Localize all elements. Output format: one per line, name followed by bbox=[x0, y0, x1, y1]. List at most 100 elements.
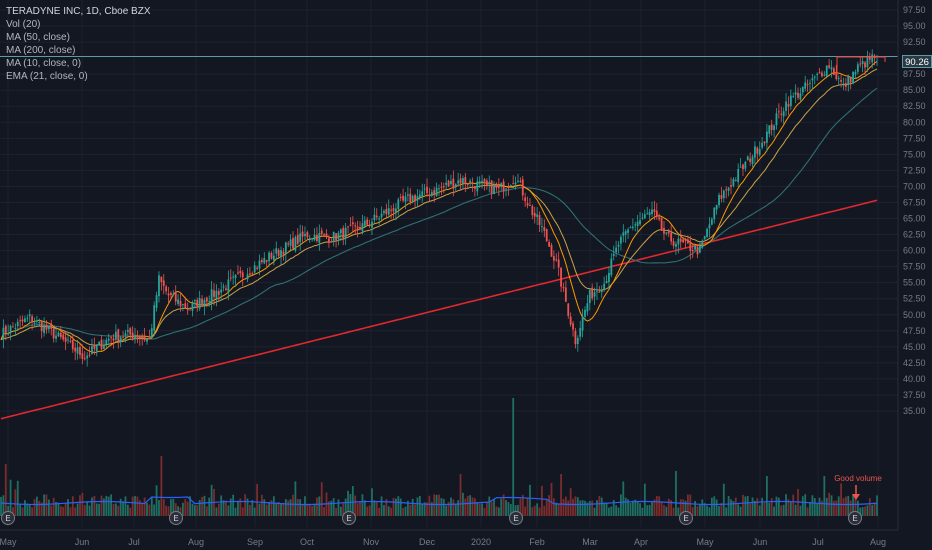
volume-bar bbox=[306, 504, 309, 516]
candle-body bbox=[19, 320, 22, 322]
volume-bar bbox=[469, 495, 472, 516]
price-tick-label: 45.00 bbox=[903, 342, 926, 352]
legend-ma200[interactable]: MA (200, close) bbox=[6, 45, 76, 56]
volume-bar bbox=[435, 494, 438, 516]
candle-body bbox=[648, 212, 651, 216]
candle-body bbox=[414, 195, 416, 202]
volume-bar bbox=[481, 503, 483, 516]
candle-body bbox=[696, 246, 699, 255]
volume-bar bbox=[406, 500, 409, 516]
legend-ma50[interactable]: MA (50, close) bbox=[6, 32, 70, 43]
candle-body bbox=[229, 277, 232, 279]
volume-bar bbox=[859, 507, 862, 516]
volume-bar bbox=[689, 494, 692, 516]
candle-body bbox=[237, 272, 239, 274]
candle-body bbox=[385, 209, 388, 215]
volume-bar bbox=[217, 503, 220, 516]
legend-ema21[interactable]: EMA (21, close, 0) bbox=[6, 71, 88, 82]
candle-body bbox=[495, 183, 498, 188]
candle-body bbox=[505, 188, 507, 190]
candle-body bbox=[591, 287, 594, 299]
volume-bar bbox=[833, 500, 835, 516]
candle-body bbox=[7, 333, 10, 335]
volume-bar bbox=[457, 500, 460, 516]
candle-body bbox=[816, 73, 819, 75]
price-tick-label: 87.50 bbox=[903, 69, 926, 79]
volume-bar bbox=[375, 501, 378, 516]
volume-bar bbox=[646, 505, 649, 516]
candle-body bbox=[687, 239, 689, 244]
candle-body bbox=[397, 199, 400, 210]
volume-bar bbox=[641, 507, 644, 516]
volume-bar bbox=[526, 498, 529, 516]
volume-bar bbox=[564, 496, 567, 516]
volume-bar bbox=[713, 496, 716, 516]
price-tick-label: 72.50 bbox=[903, 165, 926, 175]
volume-bar bbox=[244, 494, 247, 516]
time-tick-label: Feb bbox=[529, 537, 545, 547]
candle-body bbox=[548, 242, 550, 247]
candle-body bbox=[639, 220, 641, 225]
candle-body bbox=[215, 290, 218, 299]
candle-body bbox=[366, 219, 369, 225]
candle-body bbox=[335, 233, 337, 241]
candle-body bbox=[567, 303, 570, 316]
volume-bar bbox=[562, 499, 565, 516]
volume-bar bbox=[519, 498, 522, 516]
candle-body bbox=[31, 316, 34, 323]
volume-bar bbox=[67, 499, 69, 516]
candle-body bbox=[703, 236, 706, 240]
volume-bar bbox=[785, 494, 787, 516]
candle-body bbox=[260, 260, 263, 262]
candle-body bbox=[141, 335, 144, 339]
volume-bar bbox=[809, 502, 811, 516]
candle-body bbox=[330, 241, 333, 243]
volume-bar bbox=[141, 502, 144, 516]
volume-bar bbox=[675, 471, 677, 516]
legend-volume[interactable]: Vol (20) bbox=[6, 19, 41, 30]
candle-body bbox=[399, 196, 402, 198]
candle-body bbox=[12, 326, 14, 328]
legend-ma10[interactable]: MA (10, close, 0) bbox=[6, 58, 82, 69]
volume-ma-line bbox=[0, 496, 878, 506]
volume-bar bbox=[756, 498, 759, 516]
volume-bar bbox=[445, 505, 448, 516]
candle-body bbox=[588, 289, 591, 304]
candle-body bbox=[519, 181, 522, 183]
volume-bar bbox=[392, 497, 395, 516]
candle-body bbox=[758, 148, 761, 156]
volume-bar bbox=[507, 502, 510, 516]
candle-body bbox=[299, 233, 302, 242]
volume-bar bbox=[220, 495, 223, 516]
candle-body bbox=[325, 233, 328, 238]
candle-body bbox=[844, 83, 847, 87]
volume-bar bbox=[737, 504, 740, 516]
candle-body bbox=[435, 187, 438, 197]
candle-body bbox=[825, 65, 828, 77]
volume-bar bbox=[359, 502, 361, 516]
price-tick-label: 52.50 bbox=[903, 294, 926, 304]
volume-bar bbox=[799, 505, 802, 516]
candle-body bbox=[576, 337, 579, 344]
volume-bar bbox=[387, 506, 390, 516]
price-axis: 35.00 37.50 40.00 42.50 45.00 47.50 50.00 52.50… bbox=[897, 0, 932, 550]
volume-bar bbox=[505, 500, 507, 516]
volume-bar bbox=[332, 498, 335, 516]
candle-body bbox=[430, 191, 433, 196]
volume-bar bbox=[591, 500, 594, 516]
volume-bar bbox=[335, 507, 337, 516]
candle-body bbox=[438, 188, 440, 190]
volume-bar bbox=[409, 504, 412, 516]
earnings-marker bbox=[679, 511, 693, 525]
candle-body bbox=[584, 309, 586, 317]
volume-bar bbox=[557, 504, 560, 516]
volume-bar bbox=[150, 497, 153, 516]
candle-body bbox=[371, 221, 373, 228]
candle-body bbox=[615, 247, 618, 253]
candle-body bbox=[296, 234, 299, 244]
volume-bar bbox=[773, 506, 775, 516]
price-tick-label: 60.00 bbox=[903, 246, 926, 256]
volume-bar bbox=[179, 507, 182, 516]
volume-bar bbox=[497, 507, 500, 516]
